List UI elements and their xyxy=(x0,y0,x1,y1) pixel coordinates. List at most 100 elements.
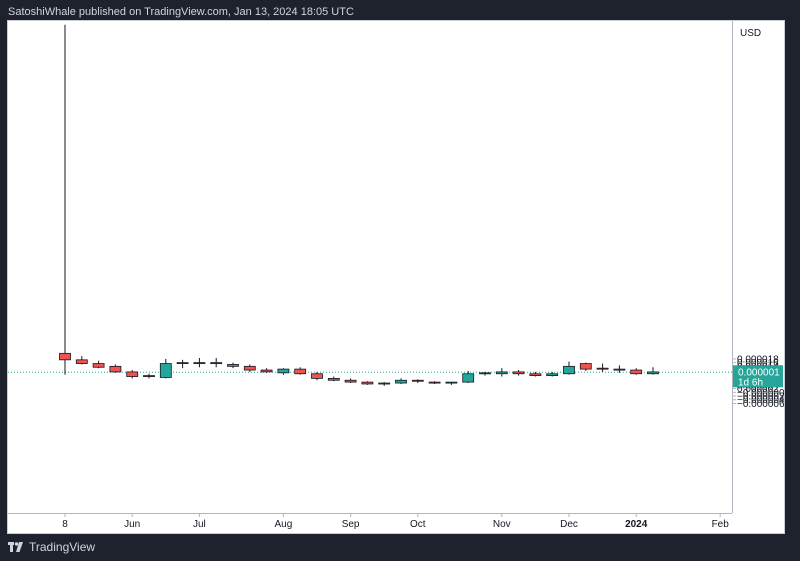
candle-body xyxy=(59,352,71,361)
tradingview-logo-icon xyxy=(8,542,23,552)
candle[interactable] xyxy=(294,367,307,375)
candle[interactable] xyxy=(311,371,323,381)
x-tick-label: Aug xyxy=(275,519,293,530)
y-tick-label: 0.000002 xyxy=(737,384,779,395)
currency-label: USD xyxy=(740,28,761,39)
candle[interactable] xyxy=(210,357,223,368)
candle-body xyxy=(92,363,105,368)
candle[interactable] xyxy=(327,376,340,382)
x-tick-label: Feb xyxy=(712,519,730,530)
candle-body xyxy=(495,371,508,375)
price-axis[interactable]: USD0.0000180.0000160.0000140.0000120.000… xyxy=(732,21,784,513)
candle[interactable] xyxy=(176,359,189,369)
candle-body xyxy=(411,379,424,382)
chart-frame[interactable]: USD0.0000180.0000160.0000140.0000120.000… xyxy=(7,20,785,534)
y-tick-label: 0.000018 xyxy=(737,354,779,365)
candle[interactable] xyxy=(126,370,139,379)
candle[interactable] xyxy=(59,24,71,375)
candle-body xyxy=(361,381,374,385)
candle-body xyxy=(630,369,643,375)
candle[interactable] xyxy=(143,373,155,379)
footer-brand: TradingView xyxy=(29,540,96,554)
candle-body xyxy=(445,381,458,384)
candle-body xyxy=(277,368,290,374)
candle-body xyxy=(109,365,122,373)
candle[interactable] xyxy=(159,358,172,379)
candle[interactable] xyxy=(647,367,659,375)
y-tick-label: −0.000000 xyxy=(737,388,784,399)
time-axis[interactable]: 8 Jun Jul Aug Sep Oct Nov Dec 2024 Feb xyxy=(8,513,732,530)
candle-body xyxy=(579,363,592,370)
candlestick-chart[interactable]: USD0.0000180.0000160.0000140.0000120.000… xyxy=(8,21,784,533)
candle-body xyxy=(311,373,323,379)
candle-body xyxy=(529,373,542,377)
footer: TradingView xyxy=(8,540,95,554)
x-tick-label: Jun xyxy=(124,519,140,530)
candle-body xyxy=(210,362,223,365)
candle-body xyxy=(647,371,659,375)
candle[interactable] xyxy=(227,362,239,369)
x-tick-label: Jul xyxy=(193,519,206,530)
x-tick-label: 8 xyxy=(62,519,68,530)
candle[interactable] xyxy=(109,364,122,373)
x-tick-label: Nov xyxy=(493,519,511,530)
candle-body xyxy=(159,363,172,378)
x-tick-label: Oct xyxy=(410,519,426,530)
candle-body xyxy=(193,362,206,365)
candle[interactable] xyxy=(395,378,407,384)
candle[interactable] xyxy=(529,371,542,377)
x-tick-label: Dec xyxy=(560,519,578,530)
candle-body xyxy=(75,359,88,364)
candle-body xyxy=(227,364,239,367)
candle-body xyxy=(479,372,491,375)
candle[interactable] xyxy=(277,368,290,375)
y-tick-label: −0.000004 xyxy=(737,395,784,406)
candle[interactable] xyxy=(546,371,559,377)
candle[interactable] xyxy=(445,381,458,385)
candle[interactable] xyxy=(361,381,374,385)
candle[interactable] xyxy=(462,370,475,384)
candle-body xyxy=(596,367,609,370)
candle[interactable] xyxy=(92,360,105,369)
candle[interactable] xyxy=(630,368,643,375)
candle-body xyxy=(243,365,256,371)
candle-body xyxy=(395,379,407,384)
candle-body xyxy=(176,362,189,365)
candle[interactable] xyxy=(596,363,609,372)
candle[interactable] xyxy=(75,356,88,365)
x-tick-label: 2024 xyxy=(625,519,648,530)
y-tick-label: −0.000006 xyxy=(737,399,784,410)
candle[interactable] xyxy=(479,371,491,376)
candle-body xyxy=(143,375,155,378)
candle-body xyxy=(512,371,525,375)
candle-body xyxy=(126,371,139,377)
candle[interactable] xyxy=(613,365,626,373)
y-tick-label: 0.000016 xyxy=(737,358,779,369)
candle[interactable] xyxy=(579,362,592,371)
candle[interactable] xyxy=(563,361,575,375)
candle[interactable] xyxy=(495,368,508,377)
candle-body xyxy=(344,379,357,383)
y-tick-label: −0.000002 xyxy=(737,392,784,403)
last-price-badge-bg xyxy=(733,365,783,388)
candle[interactable] xyxy=(428,381,441,384)
candle[interactable] xyxy=(243,364,256,372)
candle-body xyxy=(378,382,391,385)
x-tick-label: Sep xyxy=(342,519,360,530)
candle[interactable] xyxy=(260,368,273,373)
candle[interactable] xyxy=(411,379,424,384)
candle-body xyxy=(428,381,441,384)
candle[interactable] xyxy=(344,378,357,384)
candle[interactable] xyxy=(512,370,525,376)
last-price-value: 0.000001 xyxy=(738,367,780,378)
candle[interactable] xyxy=(378,382,391,386)
candle-body xyxy=(260,369,273,373)
candle[interactable] xyxy=(193,357,206,368)
plot-area[interactable] xyxy=(8,24,732,386)
candle-body xyxy=(294,368,307,375)
candle-body xyxy=(563,365,575,375)
candle-body xyxy=(327,377,340,381)
candle-body xyxy=(613,368,626,371)
publish-info: SatoshiWhale published on TradingView.co… xyxy=(8,6,354,18)
